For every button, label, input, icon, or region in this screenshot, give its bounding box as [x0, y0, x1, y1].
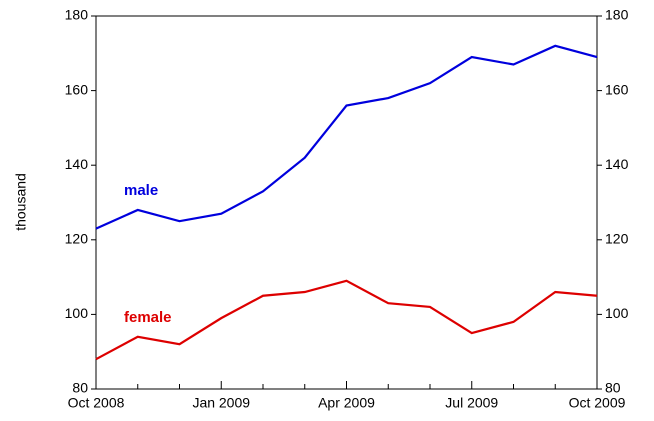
- y2-tick-label: 100: [605, 305, 629, 321]
- y2-tick-label: 180: [605, 7, 629, 23]
- y2-tick-label: 140: [605, 156, 629, 172]
- y-tick-label: 180: [65, 7, 89, 23]
- y-tick-label: 160: [65, 81, 89, 97]
- y-axis-label: thousand: [13, 173, 29, 231]
- y-tick-label: 100: [65, 305, 89, 321]
- x-tick-label: Oct 2008: [68, 395, 125, 411]
- line: [95, 279, 598, 361]
- plot-frame: [95, 15, 598, 390]
- y2-tick-label: 80: [605, 380, 621, 396]
- series-label: female: [124, 309, 172, 326]
- y-tick-label: 120: [65, 231, 89, 247]
- x-tick-label: Apr 2009: [318, 395, 375, 411]
- x-tick-label: Oct 2009: [569, 395, 626, 411]
- y-tick-label: 80: [72, 380, 88, 396]
- line: [95, 44, 598, 230]
- y2-tick-label: 120: [605, 231, 629, 247]
- x-tick-label: Jan 2009: [192, 395, 250, 411]
- y-tick-label: 140: [65, 156, 89, 172]
- series-label: male: [124, 182, 158, 199]
- y2-tick-label: 160: [605, 81, 629, 97]
- x-tick-label: Jul 2009: [445, 395, 498, 411]
